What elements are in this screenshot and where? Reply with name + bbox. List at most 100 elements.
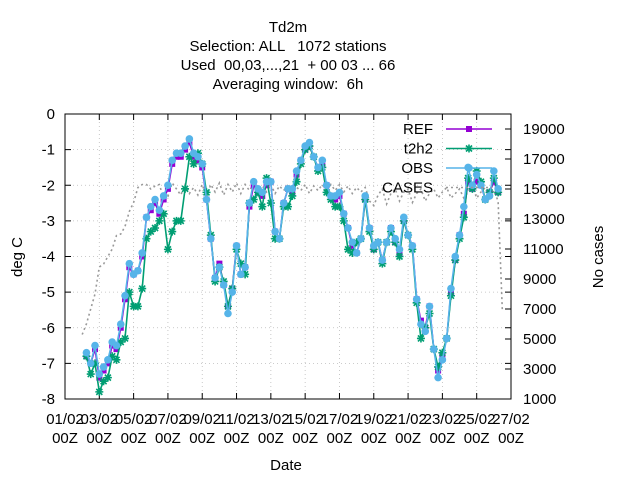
series-ref: [83, 139, 502, 381]
data-point-obs: [185, 135, 194, 143]
data-point-obs: [318, 156, 327, 165]
x-tick-label-date: 23/02: [424, 411, 462, 428]
data-point-obs: [438, 356, 447, 364]
data-point-t2h2: [223, 302, 232, 311]
data-point-obs: [82, 348, 91, 357]
x-tick-label-date: 15/02: [286, 411, 324, 428]
chart-title: Td2m: [269, 19, 307, 36]
data-point-obs: [412, 295, 421, 304]
y2-tick-label: 1000: [523, 391, 556, 408]
data-point-t2h2: [172, 216, 181, 225]
data-point-obs: [421, 327, 430, 336]
x-tick-label-date: 19/02: [355, 411, 393, 428]
data-point-t2h2: [155, 216, 164, 225]
data-point-t2h2: [185, 152, 194, 161]
data-point-obs: [430, 345, 438, 353]
data-point-t2h2: [159, 209, 168, 218]
data-point-obs: [335, 188, 344, 197]
data-point-obs: [86, 359, 95, 368]
data-point-t2h2: [138, 284, 147, 293]
axes: 0 -1 -2 -3 -4 -5 -6 -7 -8 19000 17000 15000 13000 110…: [42, 106, 565, 447]
data-point-obs: [194, 152, 202, 161]
y2-tick-label: 11000: [523, 241, 564, 258]
data-point-t2h2: [258, 202, 267, 211]
data-point-obs: [198, 160, 207, 168]
data-point-obs: [352, 249, 361, 257]
y2-tick-label: 13000: [523, 211, 565, 228]
data-point-t2h2: [464, 174, 473, 183]
data-point-t2h2: [344, 245, 353, 254]
legend-label-obs: OBS: [401, 160, 433, 177]
x-tick-label-date: 03/02: [81, 411, 119, 428]
data-point-obs: [267, 177, 275, 186]
data-point-t2h2: [91, 359, 100, 368]
legend-marker-t2h2: [465, 144, 473, 153]
y-tick-label: -1: [42, 142, 55, 159]
data-point-obs: [279, 199, 288, 207]
legend-marker-obs: [465, 164, 473, 172]
data-point-obs: [404, 231, 412, 239]
data-point-ref: [473, 178, 480, 185]
x-tick-label-date: 05/02: [115, 411, 153, 428]
series-line-t2h2: [85, 144, 499, 395]
legend-label-t2h2: t2h2: [404, 141, 433, 158]
series-line-ref: [85, 140, 499, 380]
x-tick-label-hour: 00Z: [292, 430, 318, 447]
data-point-t2h2: [322, 188, 331, 197]
data-point-t2h2: [189, 159, 198, 168]
data-point-obs: [95, 370, 104, 378]
x-tick-label-date: 07/02: [149, 411, 187, 428]
x-tick-label-date: 11/02: [218, 411, 254, 428]
y2-tick-label: 15000: [523, 181, 565, 198]
y2-tick-label: 7000: [523, 301, 556, 318]
data-point-t2h2: [151, 224, 160, 232]
data-point-obs: [378, 256, 387, 264]
data-point-obs: [159, 192, 168, 200]
y-tick-label: -8: [42, 391, 55, 408]
x-tick-label-hour: 00Z: [86, 430, 112, 447]
y-tick-label: -3: [42, 213, 55, 230]
data-point-t2h2: [489, 174, 498, 183]
data-point-obs: [447, 284, 455, 293]
data-point-t2h2: [288, 191, 297, 200]
data-point-t2h2: [99, 377, 108, 386]
y2-tick-label: 19000: [523, 121, 565, 138]
x-axis-label: Date: [270, 457, 302, 474]
data-point-obs: [494, 185, 502, 193]
data-point-obs: [387, 224, 395, 232]
data-point-obs: [391, 234, 400, 243]
data-point-obs: [232, 242, 241, 250]
data-point-obs: [168, 156, 177, 165]
data-point-obs: [138, 249, 146, 257]
chart-subtitle-line-3: Averaging window: 6h: [213, 76, 364, 93]
data-point-obs: [374, 238, 382, 247]
x-tick-label-date: 09/02: [183, 411, 221, 428]
data-point-obs: [455, 231, 464, 239]
data-point-t2h2: [335, 202, 344, 211]
legend-label-cases: CASES: [382, 180, 433, 197]
data-point-t2h2: [112, 355, 121, 364]
data-point-t2h2: [86, 370, 95, 379]
x-tick-label-hour: 00Z: [121, 430, 147, 447]
data-point-obs: [425, 302, 434, 311]
y-tick-label: 0: [47, 106, 55, 123]
x-tick-label-hour: 00Z: [464, 430, 490, 447]
data-point-obs: [395, 245, 404, 254]
data-point-obs: [357, 234, 365, 243]
data-point-t2h2: [459, 213, 468, 222]
data-point-obs: [241, 263, 249, 271]
data-point-obs: [490, 167, 498, 175]
data-point-obs: [125, 259, 134, 268]
data-point-t2h2: [318, 163, 327, 172]
data-point-t2h2: [339, 216, 348, 225]
data-point-obs: [382, 238, 391, 247]
data-point-t2h2: [163, 245, 172, 254]
data-point-t2h2: [348, 248, 357, 257]
data-point-obs: [202, 195, 211, 204]
data-point-obs: [99, 363, 108, 371]
series-obs: [82, 135, 502, 382]
x-tick-label-hour: 00Z: [189, 430, 215, 447]
data-point-obs: [417, 320, 425, 328]
y-tick-label: -6: [42, 320, 55, 337]
data-point-t2h2: [129, 302, 138, 311]
